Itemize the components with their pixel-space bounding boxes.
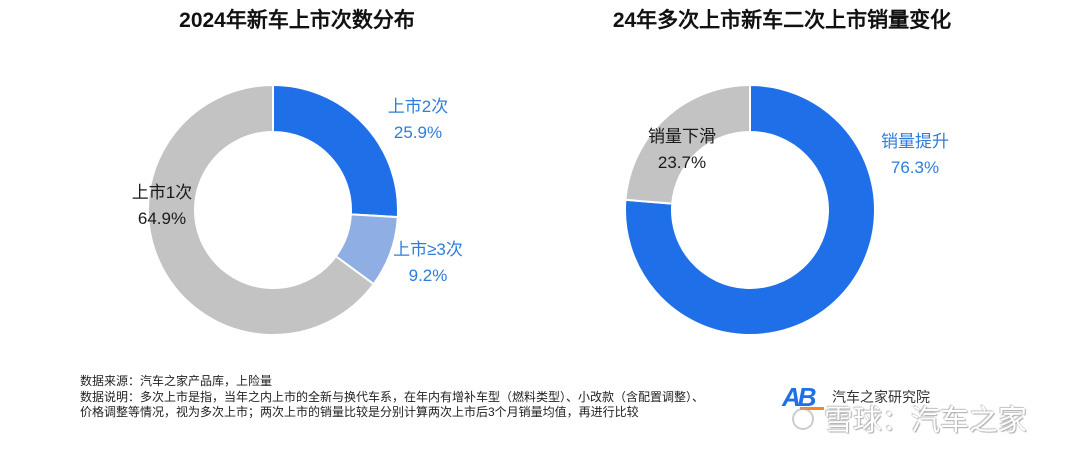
slice-label-launch-three-plus: 上市≥3次 9.2%: [393, 237, 463, 289]
left-donut-slice-0: [272, 83, 399, 219]
slice-label-launch-twice: 上市2次 25.9%: [388, 94, 448, 146]
slice-value-label: 76.3%: [890, 158, 940, 177]
data-description-line-2: 价格调整等情况，视为多次上市；两次上市的销量比较是分别计算两次上市后3个月销量均…: [80, 405, 639, 419]
snowball-icon: [792, 408, 814, 430]
research-institute-name: 汽车之家研究院: [832, 389, 930, 405]
slice-label-text: 销量下滑: [648, 127, 716, 146]
left-chart-title: 2024年新车上市次数分布: [179, 9, 415, 32]
slice-label-text: 销量提升: [881, 132, 949, 151]
data-description-line-1: 数据说明：多次上市是指，当年之内上市的全新与换代车系，在年内有增补车型（燃料类型…: [80, 389, 705, 404]
slice-label-text: 上市2次: [387, 97, 449, 116]
slice-label-sales-up: 销量提升 76.3%: [881, 129, 949, 181]
slice-value-label: 64.9%: [137, 209, 187, 228]
slice-label-sales-down: 销量下滑 23.7%: [648, 124, 716, 176]
slice-value-label: 23.7%: [657, 153, 707, 172]
footnotes: 数据来源：汽车之家产品库，上险量 数据说明：多次上市是指，当年之内上市的全新与换…: [80, 374, 704, 421]
slice-label-text: 上市1次: [131, 183, 193, 202]
left-donut-chart: [147, 83, 399, 336]
logo-accent-bar: [800, 407, 824, 410]
right-chart-title: 24年多次上市新车二次上市销量变化: [612, 9, 952, 32]
left-donut-slice-2: [147, 83, 376, 336]
right-donut-chart: [624, 83, 876, 336]
slice-label-launch-once: 上市1次 64.9%: [132, 180, 192, 232]
slice-label-text: 上市≥3次: [393, 240, 463, 259]
data-source-note: 数据来源：汽车之家产品库，上险量: [80, 374, 273, 388]
right-donut-slice-1: [624, 83, 751, 205]
slice-value-label: 9.2%: [408, 266, 448, 285]
watermark-text: 雪球：汽车之家: [824, 405, 1028, 437]
research-institute-logo: AB: [782, 382, 817, 412]
slice-value-label: 25.9%: [393, 123, 443, 142]
right-donut-slice-0: [624, 83, 876, 336]
